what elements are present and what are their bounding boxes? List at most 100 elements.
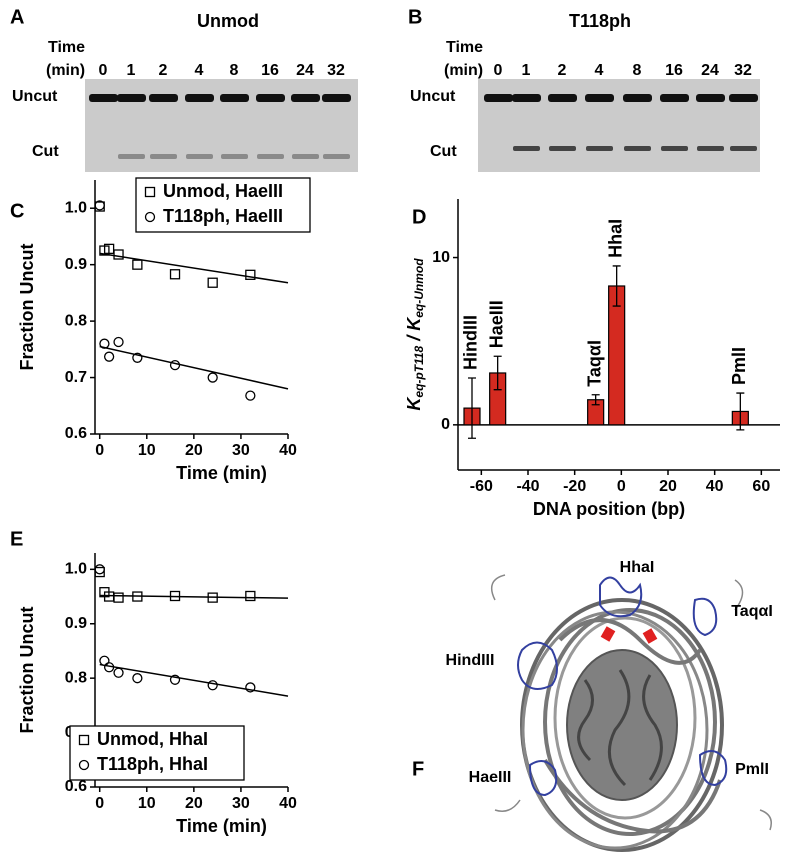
lane-label: 1 xyxy=(127,62,136,79)
row-label: Cut xyxy=(430,143,457,160)
bar-label: HhaI xyxy=(605,219,625,258)
time-label: Time xyxy=(446,39,483,56)
cut-band xyxy=(661,146,688,151)
x-tick-label: 20 xyxy=(659,478,677,495)
fit-line xyxy=(99,663,289,697)
panel-label: A xyxy=(10,6,24,28)
lane-label: 16 xyxy=(665,62,683,79)
marker-circle xyxy=(169,674,181,685)
marker-square xyxy=(245,590,256,602)
error-bar xyxy=(736,392,745,431)
marker-square xyxy=(169,269,181,280)
cut-band xyxy=(323,154,350,159)
marker-square xyxy=(113,249,124,260)
y-tick-label: 10 xyxy=(432,249,450,266)
uncut-band xyxy=(149,94,178,102)
marker-square xyxy=(94,566,105,578)
x-tick-label: 10 xyxy=(138,795,156,812)
x-axis-label: Time (min) xyxy=(176,463,267,483)
legend-label: T118ph, HhaI xyxy=(97,754,208,774)
x-axis-label: Time (min) xyxy=(176,816,267,836)
y-tick-label: 0 xyxy=(441,416,450,433)
fit-line xyxy=(99,252,289,284)
y-tick-label: 0.7 xyxy=(65,369,87,386)
marker-circle xyxy=(132,352,143,363)
y-tick-label: 0.9 xyxy=(65,256,87,273)
panel-label: E xyxy=(10,528,23,550)
x-tick-label: 40 xyxy=(279,795,297,812)
marker-circle xyxy=(103,351,115,362)
marker-square xyxy=(169,590,181,602)
y-tick-label: 1.0 xyxy=(65,561,87,578)
y-axis-label: Fraction Uncut xyxy=(17,606,37,733)
site-label: TaqαI xyxy=(731,603,773,620)
lane-label: 0 xyxy=(494,62,503,79)
x-tick-label: -20 xyxy=(563,478,586,495)
cut-band xyxy=(586,146,613,151)
marker-circle xyxy=(94,200,105,211)
time-label: Time xyxy=(48,39,85,56)
x-axis-label: DNA position (bp) xyxy=(533,499,685,519)
x-tick-label: 0 xyxy=(617,478,626,495)
uncut-band xyxy=(322,94,351,102)
x-tick-label: 40 xyxy=(706,478,724,495)
marker-circle xyxy=(113,667,124,678)
x-tick-label: 10 xyxy=(138,442,156,459)
error-bar xyxy=(591,394,600,406)
site-label: HaeIII xyxy=(469,769,512,786)
gel xyxy=(478,79,760,172)
uncut-band xyxy=(291,94,320,102)
cut-band xyxy=(549,146,576,151)
x-tick-label: -60 xyxy=(470,478,493,495)
marker-circle xyxy=(94,564,105,575)
marker-circle xyxy=(113,336,124,348)
x-tick-label: 60 xyxy=(752,478,770,495)
x-tick-label: 0 xyxy=(95,442,104,459)
uncut-band xyxy=(729,94,758,102)
panel-label: D xyxy=(412,206,426,228)
nucleosome-structure xyxy=(490,574,772,852)
bar-label: HindIII xyxy=(461,315,481,370)
panel-label: F xyxy=(412,758,424,780)
y-tick-label: 0.6 xyxy=(65,778,87,795)
error-bar xyxy=(612,265,621,307)
site-label: PmlI xyxy=(735,761,769,778)
y-tick-label: 0.9 xyxy=(65,615,87,632)
cut-band xyxy=(513,146,540,151)
y-axis-label: Keq-pT118 / Keq-Unmod xyxy=(404,258,426,411)
uncut-band xyxy=(185,94,214,102)
x-tick-label: -40 xyxy=(516,478,539,495)
lane-label: 4 xyxy=(195,62,204,79)
marker-square xyxy=(113,592,124,603)
uncut-band xyxy=(512,94,541,102)
legend-marker xyxy=(144,186,156,198)
legend-box xyxy=(69,725,245,781)
marker-square xyxy=(245,269,256,280)
bar-label: PmlI xyxy=(729,347,749,385)
legend-marker xyxy=(78,734,90,746)
x-tick-label: 20 xyxy=(185,795,203,812)
x-tick-label: 20 xyxy=(185,442,203,459)
marker-square xyxy=(103,243,115,255)
y-tick-label: 0.6 xyxy=(65,425,87,442)
panel-label: B xyxy=(408,6,422,28)
lane-label: 8 xyxy=(230,62,239,79)
y-tick-label: 0.8 xyxy=(65,312,87,329)
marker-circle xyxy=(207,680,218,691)
gel-title: Unmod xyxy=(197,11,259,31)
cut-band xyxy=(221,154,248,159)
cut-band xyxy=(292,154,319,159)
marker-circle xyxy=(245,390,256,401)
cut-band xyxy=(730,146,757,151)
bar-label: TaqαI xyxy=(584,340,604,387)
marker-square xyxy=(207,592,218,603)
marker-circle xyxy=(245,682,256,693)
legend-label: Unmod, HhaI xyxy=(97,729,208,749)
cut-band xyxy=(118,154,145,159)
uncut-band xyxy=(484,94,513,102)
lane-label: 24 xyxy=(296,62,314,79)
fit-line xyxy=(99,345,289,390)
row-label: Cut xyxy=(32,143,59,160)
